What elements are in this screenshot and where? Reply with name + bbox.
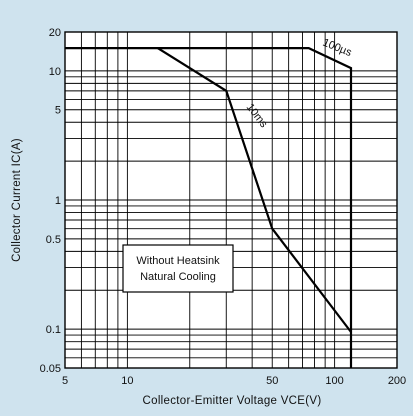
y-tick-label: 0.1 [46, 324, 61, 336]
cooling-note-line-2: Natural Cooling [140, 271, 216, 283]
y-tick-label: 20 [49, 27, 61, 39]
series-line-10ms [157, 47, 352, 333]
y-axis-label: Collector Current IC(A) [11, 138, 23, 262]
series-layer [65, 46, 353, 368]
cooling-note-line-1: Without Heatsink [136, 255, 220, 267]
tick-labels: 5 10 50 100 200 0.05 0.1 0.5 1 5 10 20 [40, 27, 407, 387]
cooling-note-box [122, 244, 234, 293]
series-line-100us [65, 46, 353, 368]
y-tick-label: 5 [55, 105, 61, 117]
y-tick-label: 0.5 [46, 234, 61, 246]
y-tick-label: 0.05 [40, 363, 61, 375]
x-tick-label: 100 [325, 375, 343, 387]
x-tick-label: 200 [388, 375, 406, 387]
x-axis-label: Collector-Emitter Voltage VCE(V) [143, 395, 322, 407]
x-tick-label: 5 [62, 375, 68, 387]
y-tick-label: 10 [49, 66, 61, 78]
plot-frame [64, 31, 398, 369]
y-tick-label: 1 [55, 195, 61, 207]
x-tick-label: 50 [266, 375, 278, 387]
x-tick-label: 10 [121, 375, 133, 387]
